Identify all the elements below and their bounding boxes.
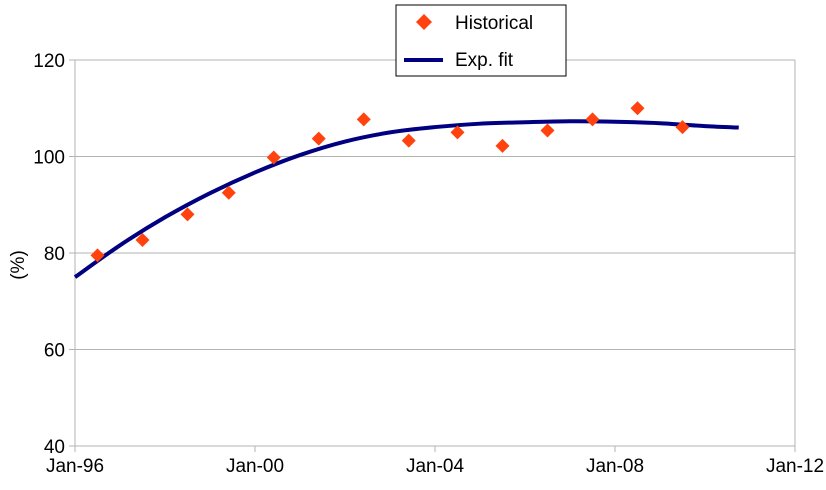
historical-point — [401, 133, 416, 148]
legend-item-exp-fit: Exp. fit — [404, 50, 514, 71]
y-tick-label: 100 — [33, 148, 65, 169]
historical-point — [540, 123, 555, 138]
x-tick-labels: Jan-96 Jan-00 Jan-04 Jan-08 Jan-12 — [46, 456, 824, 477]
historical-point — [450, 125, 465, 140]
historical-point — [356, 112, 371, 127]
historical-point — [585, 112, 600, 127]
legend: Historical Exp. fit — [395, 4, 567, 77]
axes — [69, 59, 796, 452]
y-tick-labels: 40 60 80 100 120 — [33, 51, 65, 458]
y-tick-label: 60 — [44, 341, 65, 362]
y-tick-label: 80 — [44, 244, 65, 265]
legend-label-exp-fit: Exp. fit — [455, 50, 514, 71]
y-axis-title: (%) — [8, 250, 29, 280]
exp-fit-line — [73, 119, 739, 279]
historical-point — [266, 150, 281, 165]
historical-point — [90, 248, 105, 263]
series-exp-fit — [73, 119, 739, 279]
x-tick-label: Jan-12 — [766, 456, 824, 477]
legend-item-historical: Historical — [416, 13, 533, 34]
historical-point — [180, 207, 195, 222]
x-tick-label: Jan-00 — [226, 456, 284, 477]
grid-lines — [75, 59, 795, 350]
historical-point — [675, 120, 690, 135]
y-tick-label: 120 — [33, 51, 65, 72]
historical-point — [495, 138, 510, 153]
x-tick-label: Jan-08 — [586, 456, 644, 477]
historical-point — [311, 131, 326, 146]
historical-point — [221, 185, 236, 200]
historical-point — [135, 232, 150, 247]
legend-label-historical: Historical — [455, 13, 533, 34]
x-tick-label: Jan-96 — [46, 456, 104, 477]
y-tick-label: 40 — [44, 437, 65, 458]
series-historical — [90, 101, 690, 263]
historical-point — [630, 101, 645, 116]
legend-marker-historical — [416, 14, 432, 30]
x-tick-label: Jan-04 — [406, 456, 465, 477]
